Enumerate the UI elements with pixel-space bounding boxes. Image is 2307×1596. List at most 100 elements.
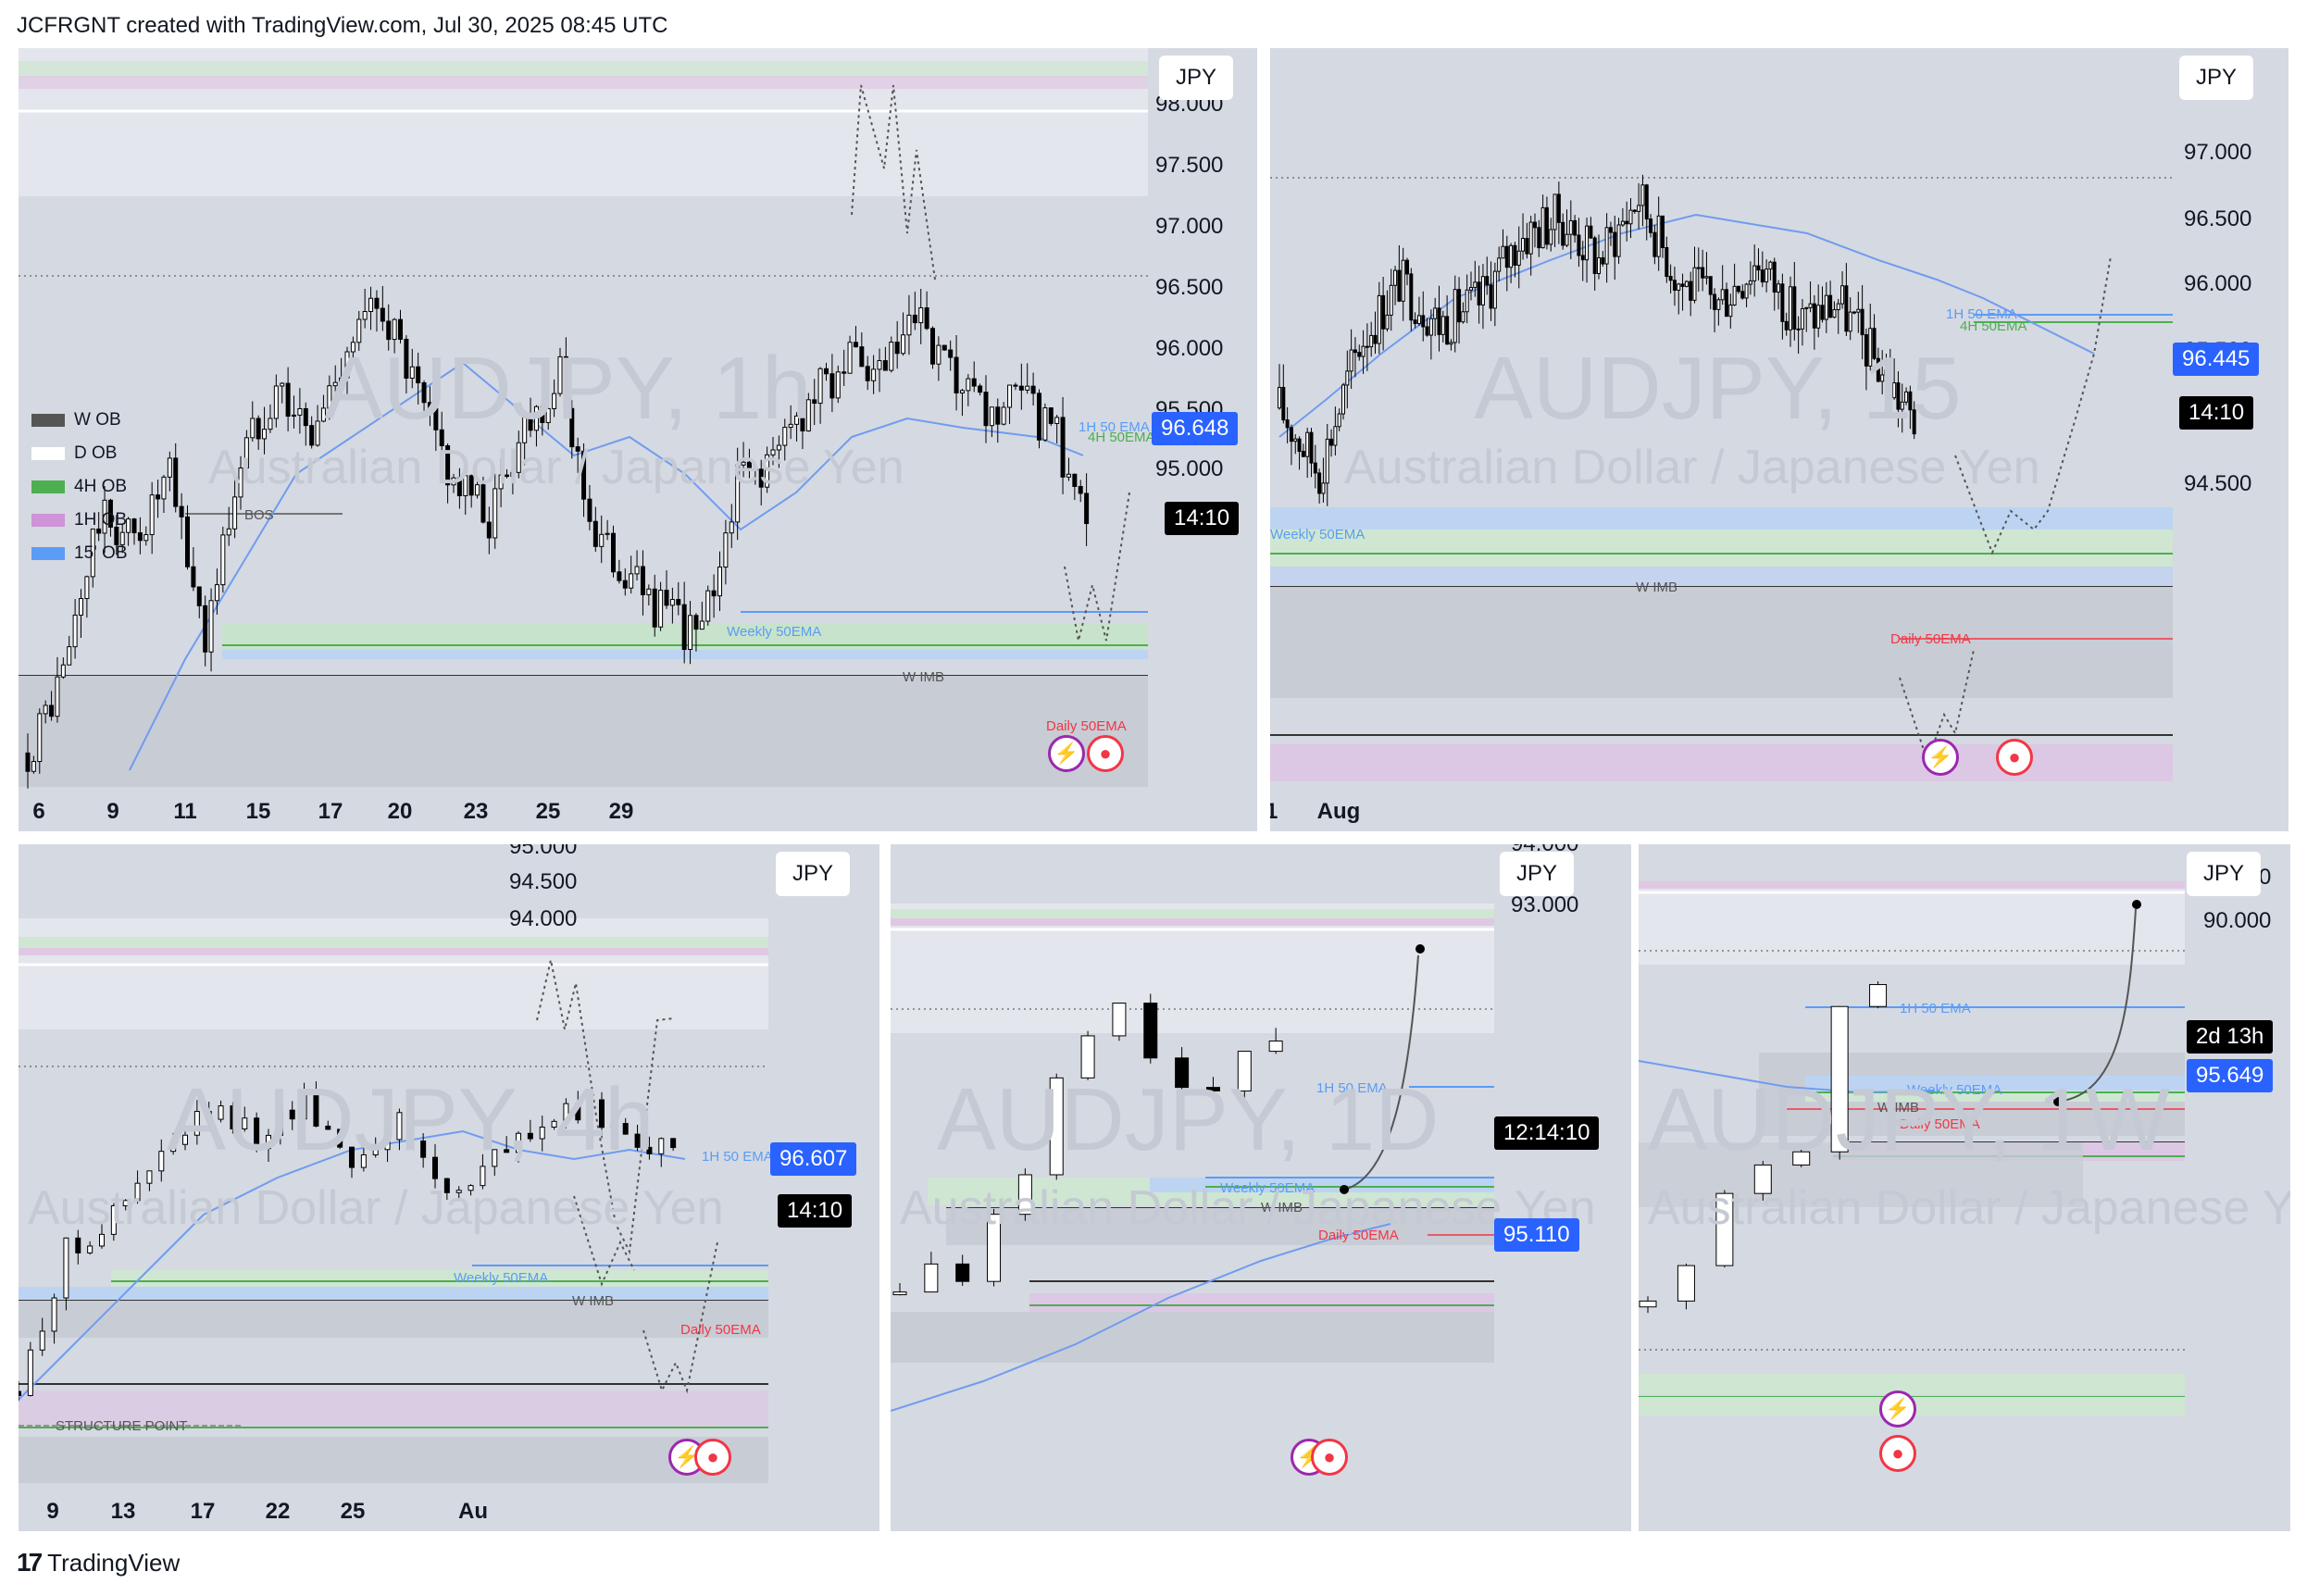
candle-body <box>179 505 184 517</box>
candle-body <box>297 407 303 416</box>
candle-body <box>1365 345 1369 348</box>
chart-1w-svg[interactable]: Weekly 50EMA W IMB Daily 50EMA 1H 50 EMA… <box>1639 844 2290 1531</box>
panel-1h[interactable]: BOS Weekly 50EMA W IMB Daily 50EMA 1H 50… <box>19 48 1257 831</box>
candle-body <box>1477 281 1481 305</box>
candle-body <box>1080 1035 1095 1079</box>
candle-body <box>1205 1087 1220 1091</box>
currency-label[interactable]: JPY <box>1159 56 1234 100</box>
currency-label[interactable]: JPY <box>1500 852 1575 896</box>
legend-label: 4H OB <box>74 477 128 496</box>
subtitle-1w: Australian Dollar / Japanese Yen <box>1648 1181 2290 1235</box>
panel-15m[interactable]: Weekly 50EMA W IMB Daily 50EMA 1H 50 EMA… <box>1270 48 2288 831</box>
projection-1w-arrow <box>2057 908 2137 1103</box>
legend-label: D OB <box>74 443 118 463</box>
candle-body <box>374 297 380 309</box>
candle-body <box>110 1204 117 1235</box>
candle-body <box>1880 374 1885 382</box>
daily-ema-label: Daily 50EMA <box>680 1322 761 1338</box>
indicator-icons[interactable]: ⚡ ● <box>1291 1439 1348 1476</box>
time-badge: 14:10 <box>778 1194 853 1228</box>
candle-body <box>1732 285 1737 305</box>
candle-body <box>362 311 368 320</box>
candle-body <box>1832 309 1837 318</box>
candle-body <box>337 1128 343 1148</box>
subtitle-1d: Australian Dollar / Japanese Yen <box>900 1181 1596 1235</box>
candle-body <box>1556 193 1561 223</box>
x-tick-label: 25 <box>341 1499 366 1524</box>
indicator-icons[interactable]: ⚡ ● <box>1879 1390 1916 1472</box>
record-icon[interactable]: ● <box>1087 735 1124 772</box>
lightning-icon[interactable]: ⚡ <box>1879 1390 1916 1428</box>
indicator-icons[interactable]: ⚡ ● <box>668 1439 731 1476</box>
panel-1d[interactable]: Weekly 50EMA W IMB Daily 50EMA 1H 50 EMA… <box>891 844 1631 1531</box>
candle-body <box>971 378 977 387</box>
x-tick-label: 25 <box>536 799 561 824</box>
candle-body <box>1018 385 1024 391</box>
candle-body <box>776 444 781 451</box>
candle-body <box>1461 311 1465 323</box>
candle-body <box>31 761 36 772</box>
lightning-icon[interactable]: ⚡ <box>1048 735 1085 772</box>
candle-body <box>1812 303 1816 329</box>
candle-body <box>1637 205 1641 212</box>
record-icon[interactable]: ● <box>1311 1439 1348 1476</box>
candle-body <box>610 1123 617 1128</box>
candle-body <box>1013 384 1018 387</box>
indicator-icons[interactable]: ⚡ ● <box>1048 735 1124 772</box>
candle-body <box>670 1138 677 1149</box>
bos-label: BOS <box>244 507 274 523</box>
candle-body <box>463 475 468 497</box>
chart-1h-svg[interactable]: BOS Weekly 50EMA W IMB Daily 50EMA 1H 50… <box>19 48 1257 831</box>
x-tick-label: 6 <box>32 799 44 824</box>
candle-body <box>1349 349 1353 372</box>
record-icon[interactable]: ● <box>1879 1435 1916 1472</box>
wimb-label: W IMB <box>1877 1100 1919 1116</box>
candle-body <box>551 1120 557 1128</box>
watermark-1h: AUDJPY, 1h <box>324 339 812 438</box>
candle-body <box>1289 427 1293 443</box>
candle-body <box>250 418 256 439</box>
watermark-15m: AUDJPY, 15 <box>1474 339 1962 438</box>
candle-body <box>1604 227 1609 265</box>
panel-4h[interactable]: Weekly 50EMA W IMB Daily 50EMA 1H 50 EMA… <box>19 844 879 1531</box>
indicator-icons[interactable]: ⚡ ● <box>1922 739 2033 776</box>
record-icon[interactable]: ● <box>694 1439 731 1476</box>
candle-body <box>344 351 350 379</box>
candle-body <box>1369 334 1374 348</box>
record-icon[interactable]: ● <box>1996 739 2033 776</box>
subtitle-4h: Australian Dollar / Japanese Yen <box>28 1181 724 1235</box>
candle-body <box>114 526 119 545</box>
candle-body <box>842 371 847 374</box>
currency-label[interactable]: JPY <box>776 852 851 896</box>
ema1h-label: 1H 50 EMA <box>1946 306 2017 322</box>
candle-body <box>1377 294 1381 344</box>
candle-body <box>664 590 669 606</box>
candle-body <box>404 338 409 379</box>
tradingview-logo-icon: 17 <box>17 1548 43 1577</box>
candle-body <box>1597 256 1601 274</box>
chart-4h-svg[interactable]: Weekly 50EMA W IMB Daily 50EMA 1H 50 EMA… <box>19 844 879 1531</box>
candle-body <box>315 420 320 446</box>
lightning-icon[interactable]: ⚡ <box>1922 739 1959 776</box>
candle-body <box>658 1138 665 1154</box>
candle-body <box>1780 283 1785 322</box>
currency-label[interactable]: JPY <box>2187 852 2262 896</box>
chart-15m-svg[interactable]: Weekly 50EMA W IMB Daily 50EMA 1H 50 EMA… <box>1270 48 2288 831</box>
panel-1w[interactable]: Weekly 50EMA W IMB Daily 50EMA 1H 50 EMA… <box>1639 844 2290 1531</box>
candle-body <box>1896 382 1901 410</box>
chart-1d-svg[interactable]: Weekly 50EMA W IMB Daily 50EMA 1H 50 EMA… <box>891 844 1631 1531</box>
y-tick-label: 95.000 <box>509 844 577 859</box>
candle-body <box>1373 334 1378 344</box>
legend-item: W OB <box>31 404 128 437</box>
currency-label[interactable]: JPY <box>2179 56 2254 100</box>
candle-body <box>918 307 924 324</box>
candle-body <box>1337 413 1341 428</box>
y-tick-label: 94.500 <box>509 869 577 894</box>
candle-body <box>1030 385 1036 394</box>
x-tick-label: 17 <box>191 1499 216 1524</box>
candle-body <box>622 580 628 589</box>
candle-body <box>646 588 652 595</box>
weekly-ema-label: Weekly 50EMA <box>727 624 821 640</box>
candle-body <box>1457 289 1462 323</box>
candle-body <box>96 528 102 534</box>
